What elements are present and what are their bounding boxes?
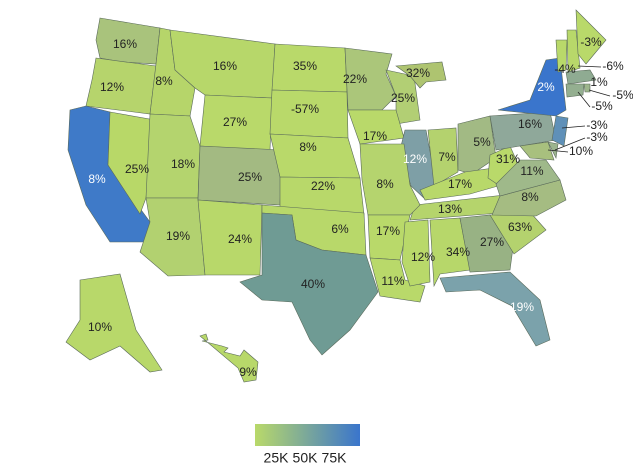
state [395, 61, 447, 89]
legend-bar [255, 424, 360, 446]
state-label: 27% [480, 235, 504, 249]
leader-line [547, 149, 569, 153]
state [583, 83, 591, 93]
state-label: 9% [239, 365, 257, 379]
state-label: 10% [88, 320, 112, 334]
state-label: 11% [520, 164, 543, 178]
state [495, 159, 561, 197]
state-label: 12% [100, 80, 124, 94]
state [565, 83, 585, 98]
leader-line [577, 65, 602, 68]
state-label: 27% [223, 115, 247, 129]
state [239, 212, 379, 356]
state [429, 217, 471, 288]
state [427, 127, 459, 187]
state [565, 69, 597, 85]
state-label: 63% [508, 220, 532, 234]
leader-line [577, 91, 591, 108]
state-label: -3% [586, 118, 608, 132]
state-label: 7% [438, 150, 456, 164]
state [566, 29, 581, 73]
state [65, 273, 163, 373]
state-label: 31% [496, 152, 520, 166]
state [439, 271, 551, 347]
legend-label: 50K [293, 450, 319, 466]
state-label: 19% [166, 229, 190, 243]
state [145, 113, 201, 199]
state-label: 25% [238, 170, 262, 184]
state-label: -3% [580, 35, 602, 49]
leader-line [561, 125, 586, 129]
state-label: -5% [591, 99, 613, 113]
states [65, 9, 607, 383]
state [199, 333, 259, 383]
state-label: 17% [376, 224, 400, 238]
state-label: 32% [406, 66, 430, 80]
state-label: 8% [88, 172, 106, 186]
state-label: -4% [554, 62, 576, 76]
state-label: 16% [213, 59, 237, 73]
leader-line [588, 89, 611, 97]
state [575, 9, 607, 65]
state-label: 1% [590, 75, 608, 89]
state-label: 12% [411, 250, 435, 264]
state-label: 16% [518, 117, 542, 131]
state [107, 111, 156, 215]
state-label: 8% [299, 140, 317, 154]
state-label: 5% [473, 135, 491, 149]
state-label: 24% [228, 232, 252, 246]
state-label: 8% [376, 177, 394, 191]
state [457, 115, 497, 175]
state-label: 25% [391, 91, 415, 105]
state [359, 143, 421, 216]
labels: 16% 12% 8% 25% 8% 16% 27% 18% 19% 25% 24% 35% -57% 8%… [88, 35, 633, 379]
state-label: 10% [569, 144, 593, 158]
state-label: -57% [291, 102, 319, 116]
state [197, 199, 263, 276]
state-label: 2% [537, 80, 555, 94]
state-label: 11% [381, 274, 404, 288]
state [85, 57, 157, 115]
state-label: -5% [612, 88, 633, 102]
state-label: -6% [602, 59, 624, 73]
state-label: 25% [125, 162, 149, 176]
legend-label: 25K [264, 450, 290, 466]
state-label: 17% [448, 177, 472, 191]
state-label: 12% [403, 152, 427, 166]
state-label: 17% [363, 129, 387, 143]
state-label: 22% [343, 72, 367, 86]
leader-line [554, 137, 586, 151]
state-label: 13% [438, 202, 462, 216]
state [519, 141, 555, 161]
state-label: 6% [331, 222, 349, 236]
state-label: 16% [113, 37, 137, 51]
state-label: 22% [311, 179, 335, 193]
state-label: 8% [521, 190, 539, 204]
state-label: 19% [510, 300, 534, 314]
state [551, 115, 569, 147]
state [555, 39, 568, 73]
state [401, 219, 431, 287]
state [369, 257, 426, 303]
state-label: 35% [293, 59, 317, 73]
state-label: 8% [155, 74, 173, 88]
state-label: 18% [171, 157, 195, 171]
state-label: 34% [446, 245, 470, 259]
legend-label: 75K [322, 450, 348, 466]
state-label: -3% [586, 130, 608, 144]
state-label: 40% [301, 277, 325, 291]
